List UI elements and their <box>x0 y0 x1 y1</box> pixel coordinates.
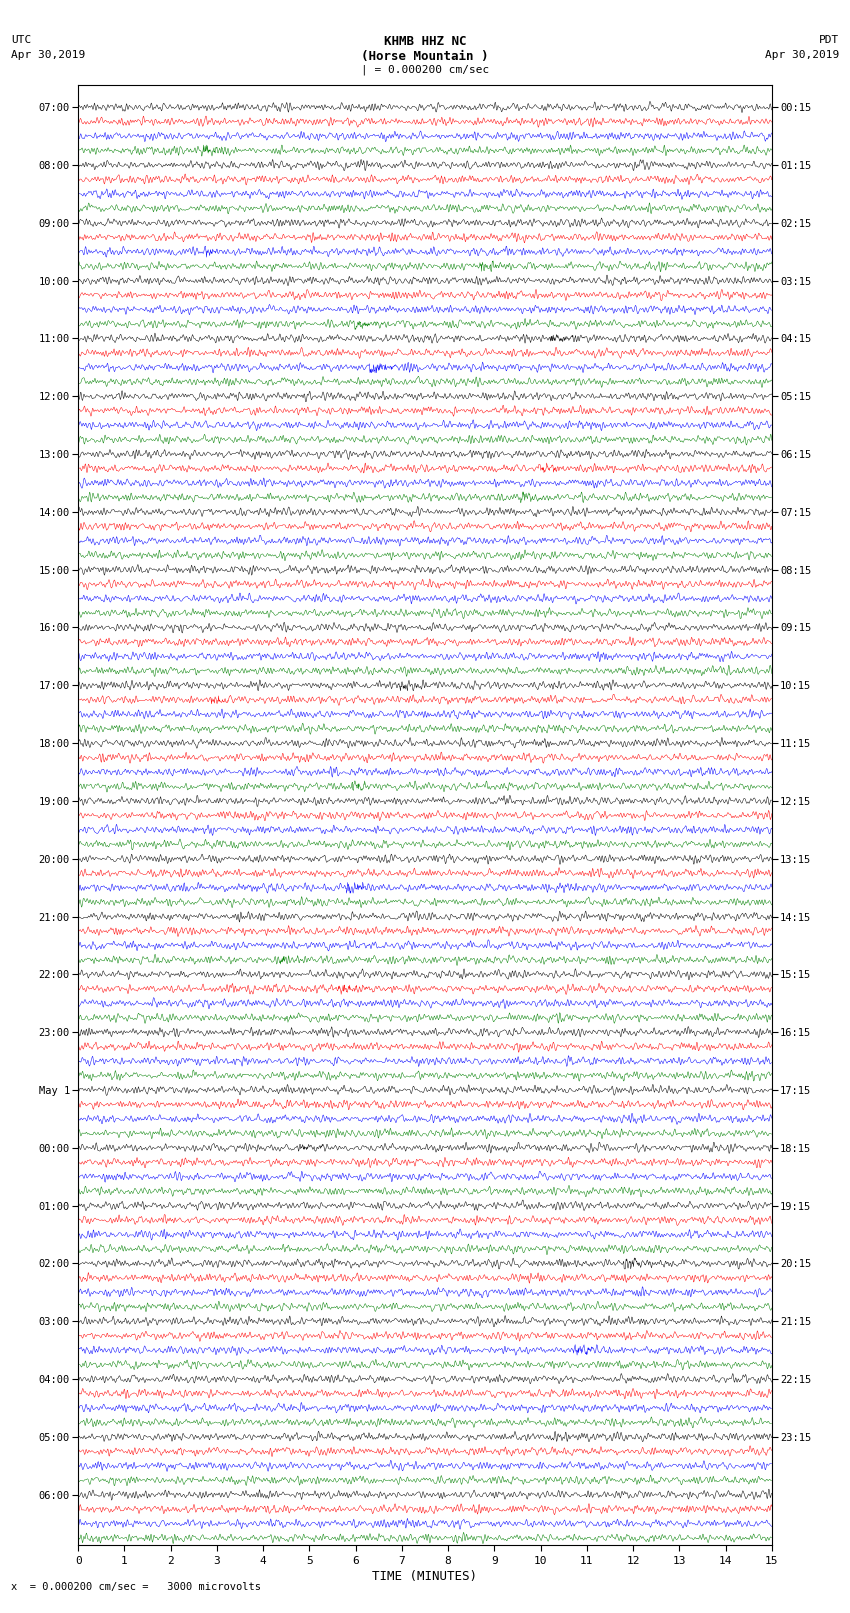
Text: Apr 30,2019: Apr 30,2019 <box>11 50 85 60</box>
Text: KHMB HHZ NC: KHMB HHZ NC <box>383 35 467 48</box>
Text: PDT: PDT <box>819 35 839 45</box>
Text: Apr 30,2019: Apr 30,2019 <box>765 50 839 60</box>
Text: x  = 0.000200 cm/sec =   3000 microvolts: x = 0.000200 cm/sec = 3000 microvolts <box>11 1582 261 1592</box>
Text: UTC: UTC <box>11 35 31 45</box>
Text: | = 0.000200 cm/sec: | = 0.000200 cm/sec <box>361 65 489 76</box>
X-axis label: TIME (MINUTES): TIME (MINUTES) <box>372 1569 478 1582</box>
Text: (Horse Mountain ): (Horse Mountain ) <box>361 50 489 63</box>
